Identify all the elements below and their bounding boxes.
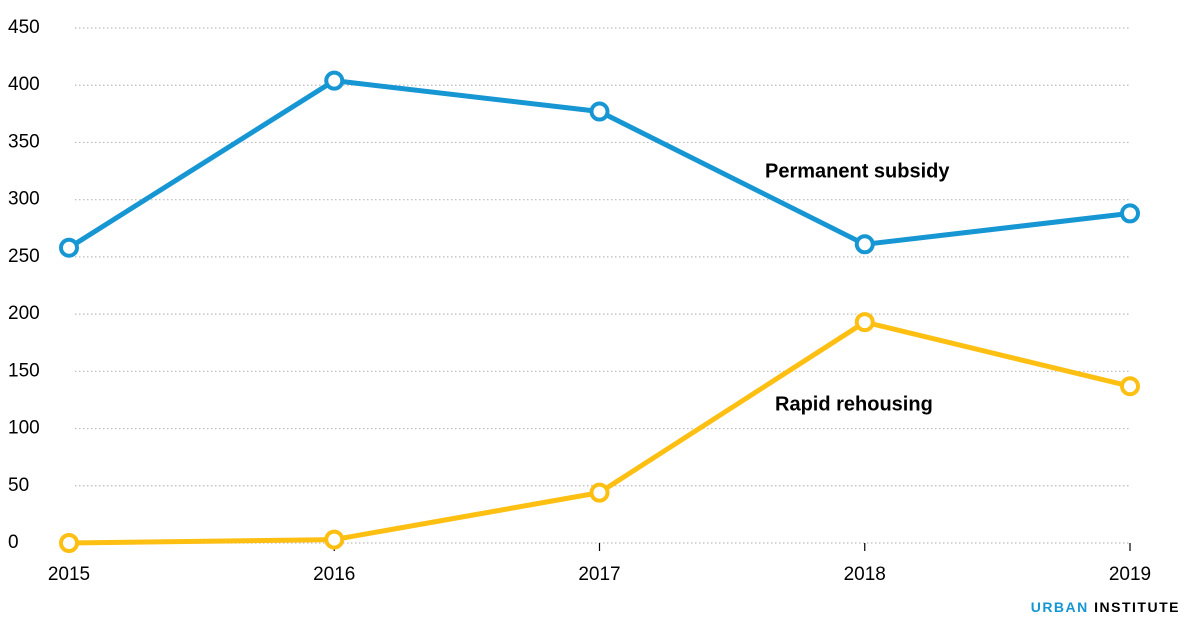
y-tick-label: 100 xyxy=(8,418,40,439)
logo: URBAN INSTITUTE xyxy=(1031,599,1180,615)
y-tick-label: 350 xyxy=(8,131,40,152)
point xyxy=(1120,203,1140,224)
point xyxy=(1120,376,1140,397)
series-label: Permanent subsidy xyxy=(765,160,950,182)
x-tick-label: 2017 xyxy=(578,564,620,585)
point xyxy=(59,237,79,258)
y-tick-label: 400 xyxy=(8,74,40,95)
x-tick-label: 2019 xyxy=(1109,564,1151,585)
x-tick-label: 2018 xyxy=(844,564,886,585)
logo-urban: URBAN xyxy=(1031,599,1089,615)
y-tick-label: 250 xyxy=(8,246,40,267)
series-label: Rapid rehousing xyxy=(775,393,933,415)
point xyxy=(854,312,875,333)
point xyxy=(324,529,345,550)
point xyxy=(589,101,610,122)
y-tick-label: 150 xyxy=(8,360,40,381)
y-tick-label: 300 xyxy=(8,189,40,210)
point xyxy=(589,482,610,503)
point xyxy=(59,533,79,553)
point xyxy=(324,70,345,91)
y-tick-label: 200 xyxy=(8,303,40,324)
point xyxy=(854,234,875,255)
y-tick-label: 450 xyxy=(8,17,40,38)
x-tick-label: 2016 xyxy=(313,564,355,585)
y-tick-label: 0 xyxy=(8,532,19,553)
logo-institute: INSTITUTE xyxy=(1094,599,1180,615)
series-line xyxy=(68,319,1131,546)
x-tick-label: 2015 xyxy=(48,564,90,585)
y-tick-label: 50 xyxy=(8,475,29,496)
